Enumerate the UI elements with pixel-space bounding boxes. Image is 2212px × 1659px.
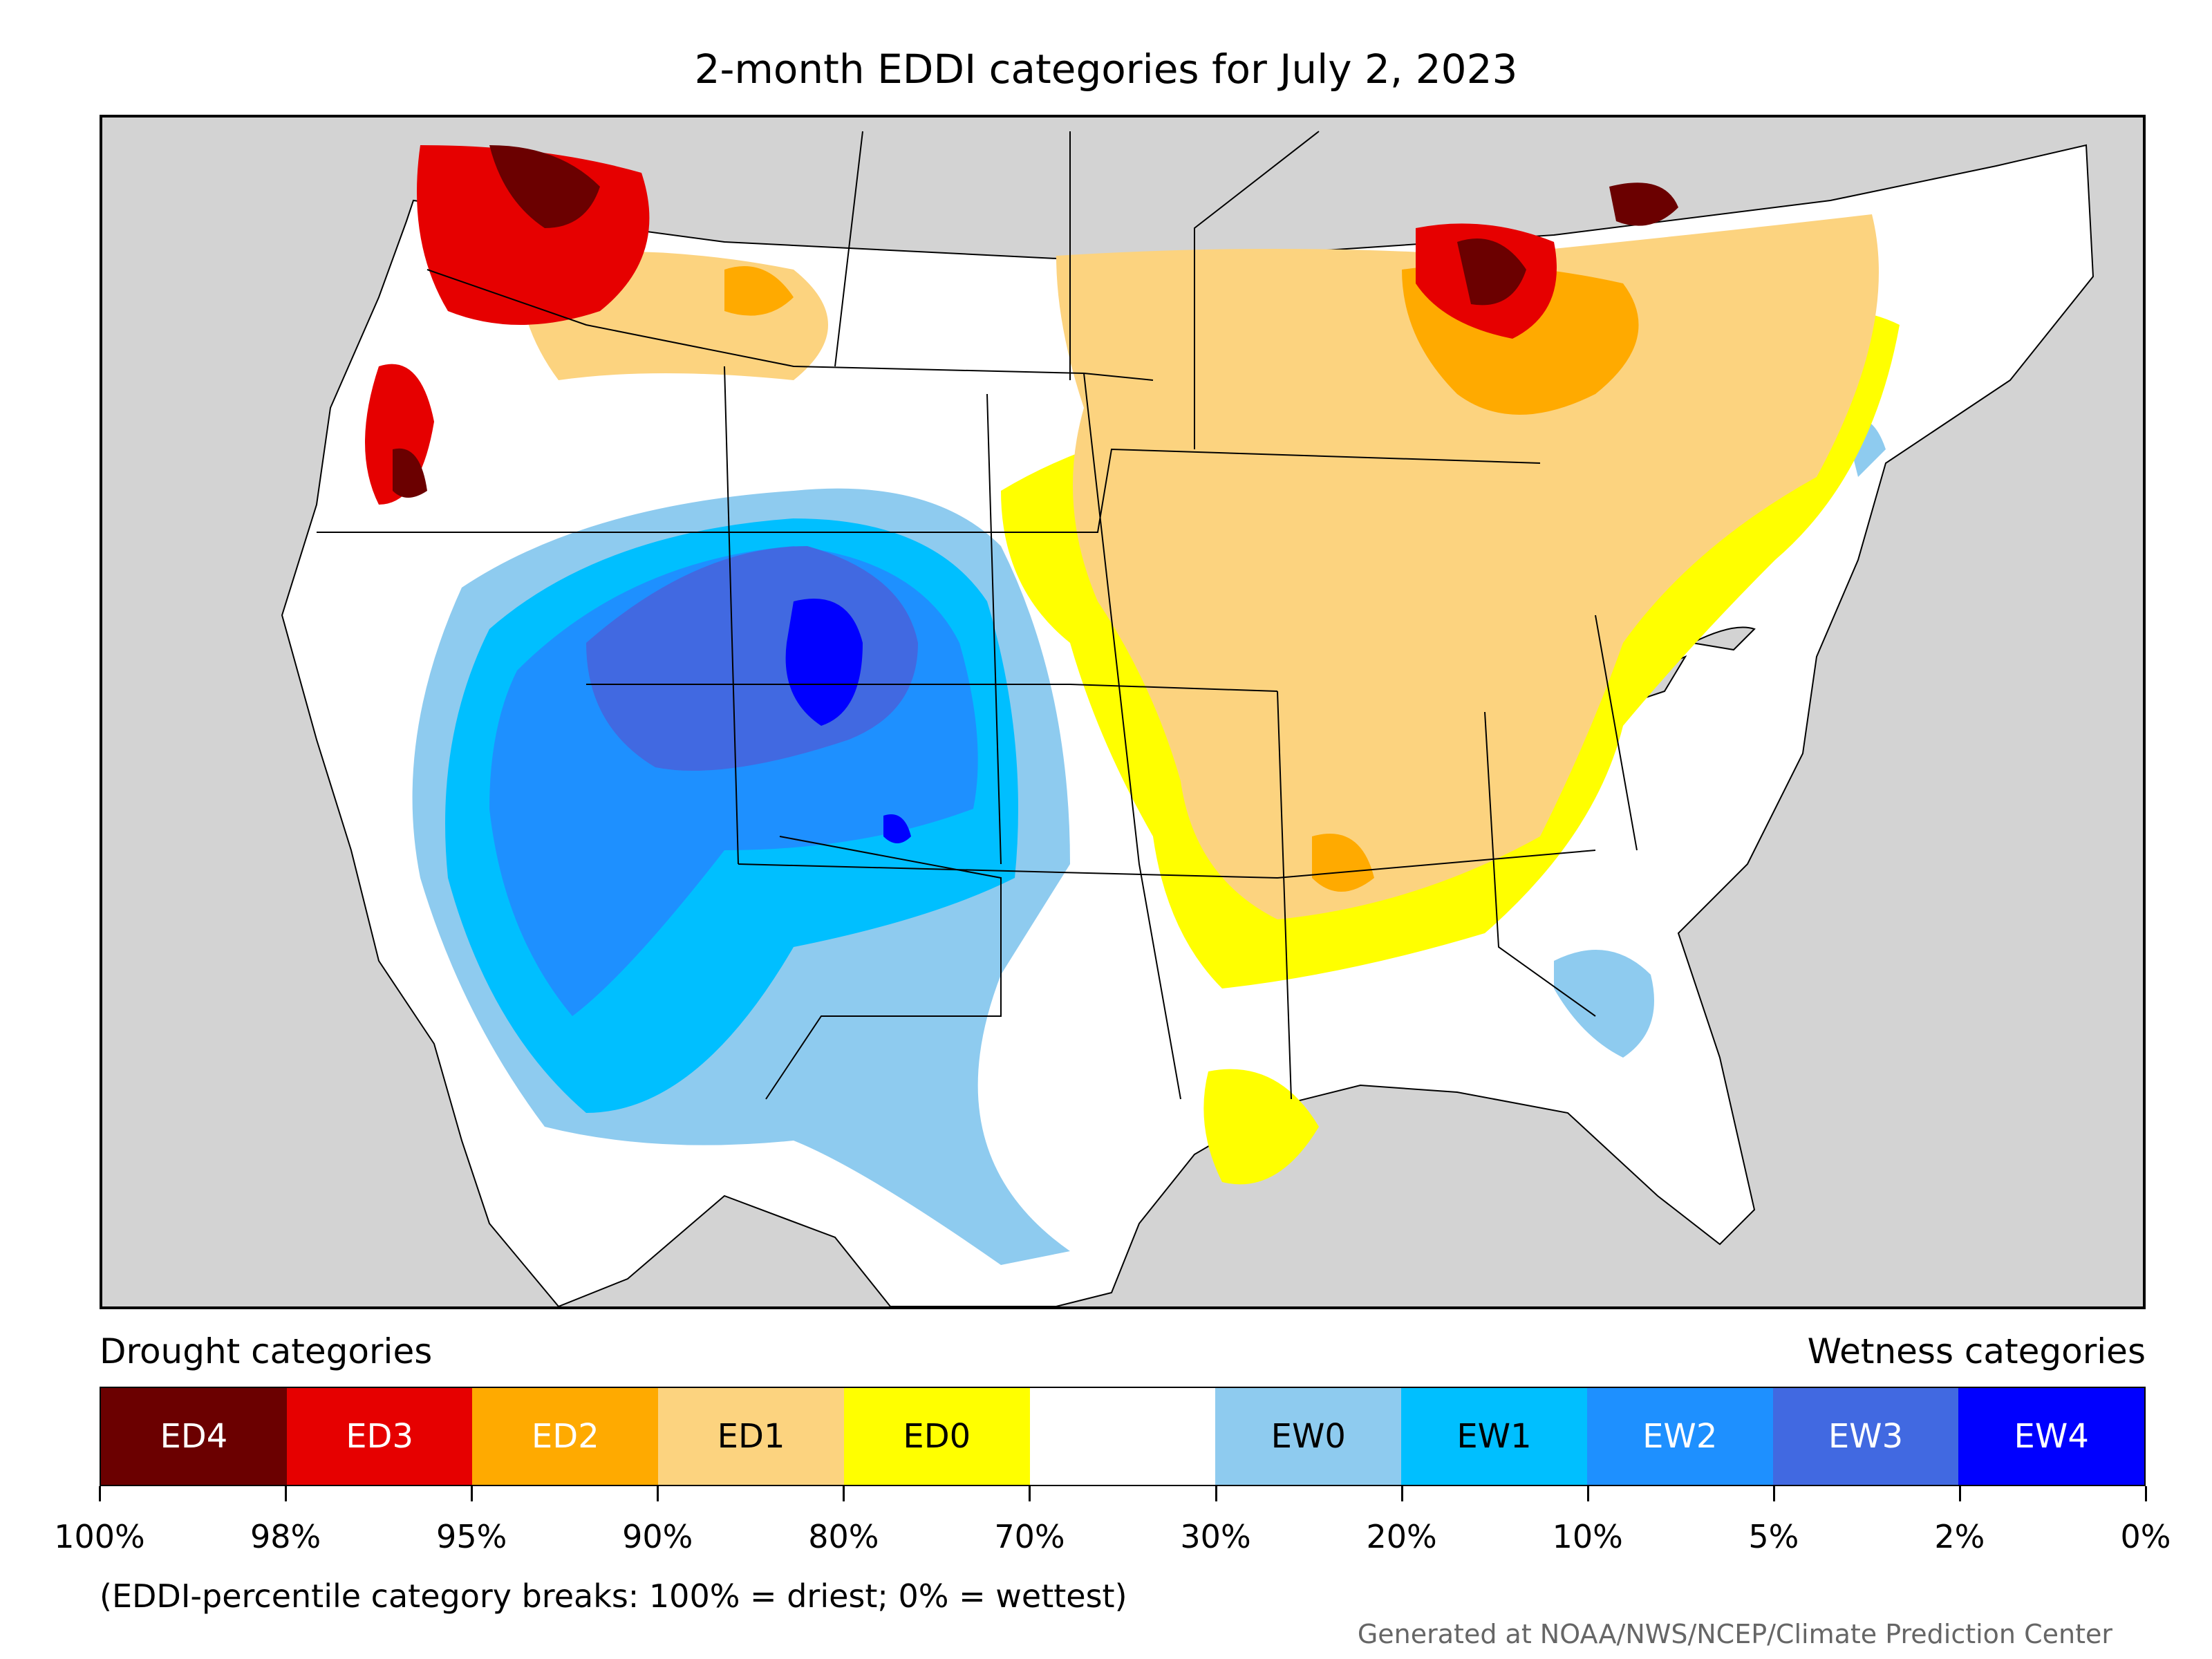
category-ew2: EW2	[1586, 1388, 1773, 1485]
state-boundaries	[317, 131, 1638, 1100]
category-ew3: EW3	[1772, 1388, 1959, 1485]
category-ed2: ED2	[472, 1388, 659, 1485]
colorbar-tick	[1958, 1486, 1961, 1501]
colorbar-tick-label: 5%	[1748, 1518, 1799, 1555]
colorbar-tick-label: 20%	[1366, 1518, 1437, 1555]
category-ed3: ED3	[286, 1388, 473, 1485]
drought-ed3-region	[365, 145, 1557, 505]
category-label: EW2	[1642, 1417, 1718, 1456]
wetness-categories-heading: Wetness categories	[1807, 1331, 2146, 1371]
colorbar-tick-label: 0%	[2120, 1518, 2171, 1555]
category-note: (EDDI-percentile category breaks: 100% =…	[100, 1577, 1127, 1615]
colorbar-tick-label: 80%	[808, 1518, 879, 1555]
category-label: EW1	[1456, 1417, 1532, 1456]
category-ew4: EW4	[1958, 1388, 2145, 1485]
category-ed4: ED4	[101, 1388, 287, 1485]
colorbar-tick-label: 10%	[1552, 1518, 1623, 1555]
colorbar-tick	[1215, 1486, 1217, 1501]
colorbar-tick-label: 70%	[994, 1518, 1065, 1555]
category-normal	[1029, 1388, 1216, 1485]
category-label: EW3	[1828, 1417, 1904, 1456]
colorbar-tick-label: 95%	[436, 1518, 507, 1555]
colorbar-tick	[1400, 1486, 1403, 1501]
credit-line: Generated at NOAA/NWS/NCEP/Climate Predi…	[1357, 1619, 2112, 1649]
drought-ed2-region	[724, 265, 1639, 892]
colorbar-tick	[843, 1486, 845, 1501]
category-ed0: ED0	[843, 1388, 1030, 1485]
colorbar-tick	[1586, 1486, 1589, 1501]
category-ew1: EW1	[1401, 1388, 1587, 1485]
category-label: ED4	[160, 1417, 228, 1456]
eddi-map	[100, 115, 2146, 1309]
category-ew0: EW0	[1215, 1388, 1402, 1485]
category-label: ED0	[903, 1417, 971, 1456]
map-title: 2-month EDDI categories for July 2, 2023	[694, 46, 1518, 93]
colorbar-tick-label: 100%	[54, 1518, 145, 1555]
colorbar-tick-label: 98%	[250, 1518, 321, 1555]
colorbar-tick-label: 2%	[1934, 1518, 1985, 1555]
colorbar-tick	[657, 1486, 659, 1501]
wetness-southeast-region	[1554, 418, 1886, 1058]
colorbar-tick	[99, 1486, 101, 1501]
colorbar-tick	[285, 1486, 288, 1501]
category-colorbar: ED4 ED3 ED2 ED1 ED0 EW0 EW1 EW2 EW3 EW4	[100, 1387, 2146, 1486]
map-canvas	[281, 131, 2094, 1306]
colorbar-tick-label: 90%	[622, 1518, 693, 1555]
category-label: ED2	[531, 1417, 599, 1456]
category-ed1: ED1	[658, 1388, 844, 1485]
category-label: EW4	[2014, 1417, 2089, 1456]
colorbar-tick	[471, 1486, 474, 1501]
colorbar-tick	[2145, 1486, 2147, 1501]
category-label: EW0	[1271, 1417, 1346, 1456]
colorbar-tick-label: 30%	[1180, 1518, 1251, 1555]
colorbar-tick	[1772, 1486, 1775, 1501]
drought-ed4-region	[393, 145, 1678, 498]
colorbar-ticks	[99, 1486, 2147, 1503]
drought-categories-heading: Drought categories	[100, 1331, 433, 1371]
category-label: ED1	[717, 1417, 785, 1456]
colorbar-tick	[1029, 1486, 1031, 1501]
category-label: ED3	[346, 1417, 414, 1456]
wetness-ew4-region	[785, 599, 911, 843]
